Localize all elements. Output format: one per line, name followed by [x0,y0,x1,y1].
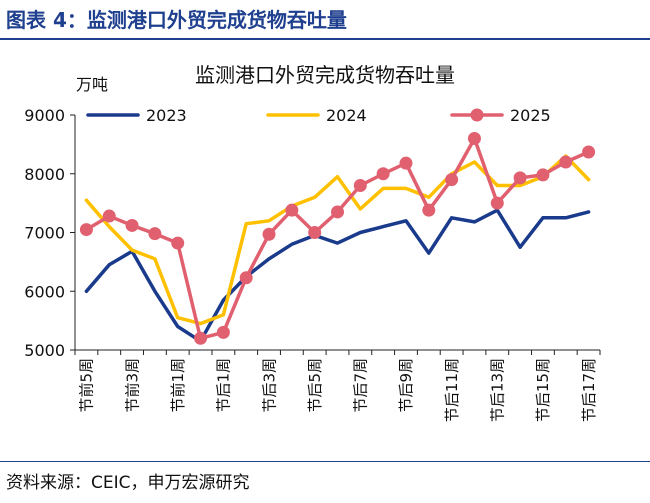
y-tick-label: 8000 [24,165,65,184]
series-point-2025 [125,218,139,232]
legend-label-2024: 2024 [326,106,367,125]
series-point-2025 [536,168,550,182]
source-note: 资料来源：CEIC，申万宏源研究 [6,473,250,493]
chart-title: 监测港口外贸完成货物吞吐量 [195,63,455,87]
series-line-2024 [84,154,591,326]
x-tick-label: 节后3周 [260,358,278,413]
series-point-2025 [171,236,185,250]
series-point-2025 [445,173,459,187]
series-point-2025 [331,205,344,219]
series-point-2025 [285,203,299,217]
axes: 5000 6000 7000 8000 9000 节前5周 节前3周 节前1周 节后1周 节后3周… [24,106,601,422]
x-tick-label: 节后17周 [580,358,598,422]
series-point-2025 [79,223,93,237]
y-tick-label: 9000 [24,106,65,125]
legend-label-2025: 2025 [510,106,551,125]
x-tick-label: 节后15周 [534,358,552,422]
x-tick-label: 节后13周 [489,358,507,422]
legend-label-2023: 2023 [146,106,187,125]
title-divider [0,38,650,40]
series-line-2023 [84,208,591,343]
series-point-2025 [216,325,230,339]
x-tick-label: 节后7周 [352,358,370,413]
legend: 2023 2024 2025 [86,106,551,125]
x-tick-label: 节前1周 [169,358,187,413]
series-point-2025 [308,226,322,239]
y-axis-label: 万吨 [76,75,108,94]
series-point-2025 [559,155,573,169]
series-point-2025 [102,209,116,223]
y-tick-label: 6000 [24,282,65,301]
series-point-2025 [239,271,253,285]
series-point-2025 [422,203,436,217]
series-point-2025 [582,145,596,159]
series-point-2025 [148,227,162,241]
y-tick-label: 7000 [24,224,65,243]
chart: 监测港口外贸完成货物吞吐量 万吨 5000 6000 7000 8000 9000 节前5… [24,63,601,422]
series-point-2025 [490,196,504,210]
series-point-2025 [194,331,208,345]
x-tick-label: 节后1周 [215,358,233,413]
series-point-2025 [399,156,413,170]
y-tick-label: 5000 [24,341,65,360]
legend-marker-2025 [470,108,484,122]
series-point-2025 [376,167,390,181]
x-tick-label: 节后11周 [443,358,461,422]
figure-title: 图表 4：监测港口外贸完成货物吞吐量 [6,8,347,32]
series-point-2025 [353,179,367,192]
x-tick-label: 节前5周 [78,358,96,413]
series-layer [79,132,596,345]
source-divider [0,461,650,462]
x-tick-label: 节后5周 [306,358,324,413]
series-point-2025 [262,227,276,241]
series-point-2025 [467,132,481,145]
x-tick-label: 节前3周 [123,358,141,413]
series-point-2025 [513,171,527,185]
x-tick-label: 节后9周 [397,358,415,413]
